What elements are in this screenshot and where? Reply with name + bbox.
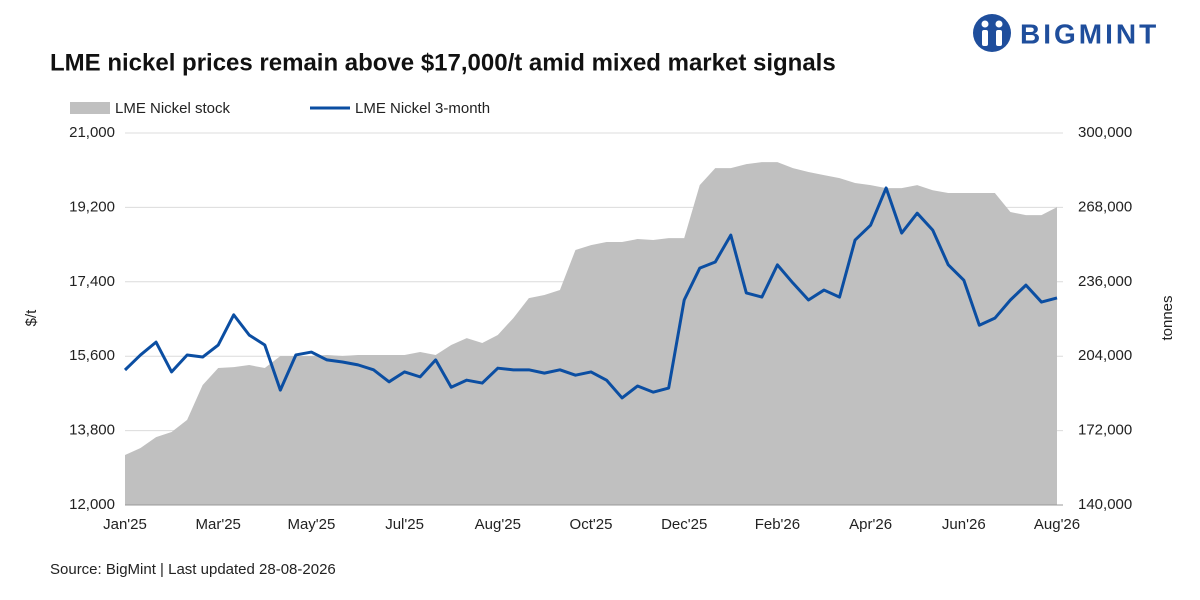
y-tick-label: 15,600	[69, 347, 115, 364]
x-tick-label: Jun'26	[942, 516, 986, 533]
x-tick-label: Mar'25	[196, 516, 241, 533]
chart-title: LME nickel prices remain above $17,000/t…	[50, 49, 836, 76]
logo-icon	[973, 14, 1011, 52]
y-axis-title: $/t	[23, 309, 40, 327]
x-tick-label: May'25	[287, 516, 335, 533]
y-tick-label: 19,200	[69, 198, 115, 215]
x-tick-label: Dec'25	[661, 516, 707, 533]
x-tick-label: Jul'25	[385, 516, 424, 533]
legend-label: LME Nickel stock	[115, 100, 231, 117]
y2-tick-label: 140,000	[1078, 496, 1132, 513]
legend-swatch	[70, 102, 110, 114]
x-tick-label: Oct'25	[570, 516, 613, 533]
y-tick-label: 13,800	[69, 422, 115, 439]
source: Source: BigMint | Last updated 28-08-202…	[50, 561, 336, 578]
x-tick-label: Aug'25	[475, 516, 521, 533]
y-tick-label: 12,000	[69, 496, 115, 513]
x-tick-label: Apr'26	[849, 516, 892, 533]
y2-tick-label: 172,000	[1078, 422, 1132, 439]
y2-tick-label: 204,000	[1078, 347, 1132, 364]
y2-axis-title: tonnes	[1159, 295, 1176, 340]
y-tick-label: 21,000	[69, 124, 115, 141]
y2-tick-label: 268,000	[1078, 198, 1132, 215]
logo: BIGMINT	[1020, 18, 1159, 49]
stock-area	[125, 162, 1057, 505]
price-line	[123, 186, 1058, 400]
x-tick-label: Jan'25	[103, 516, 147, 533]
y2-tick-label: 300,000	[1078, 124, 1132, 141]
x-tick-label: Aug'26	[1034, 516, 1080, 533]
x-tick-label: Feb'26	[755, 516, 800, 533]
y2-tick-label: 236,000	[1078, 273, 1132, 290]
legend-label: LME Nickel 3-month	[355, 100, 490, 117]
y-tick-label: 17,400	[69, 273, 115, 290]
